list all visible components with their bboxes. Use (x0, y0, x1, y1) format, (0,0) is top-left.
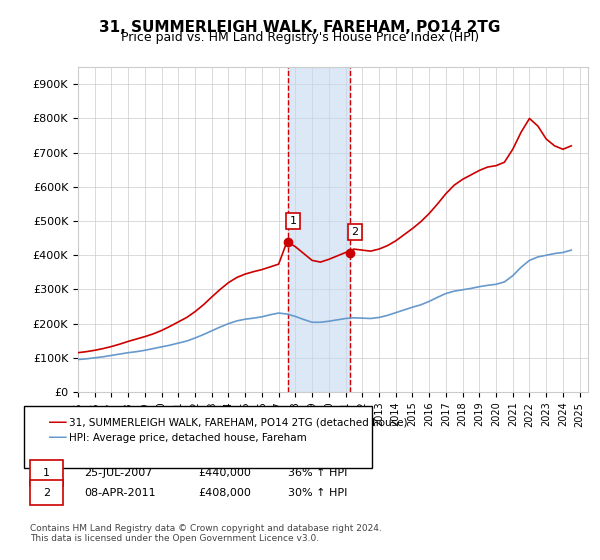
Text: HPI: Average price, detached house, Fareham: HPI: Average price, detached house, Fare… (69, 433, 307, 443)
Text: 2: 2 (352, 227, 359, 237)
Text: 2: 2 (43, 488, 50, 498)
Text: 36% ↑ HPI: 36% ↑ HPI (288, 468, 347, 478)
Text: £408,000: £408,000 (198, 488, 251, 498)
Text: Contains HM Land Registry data © Crown copyright and database right 2024.
This d: Contains HM Land Registry data © Crown c… (30, 524, 382, 543)
Text: —: — (48, 413, 68, 432)
Text: £440,000: £440,000 (198, 468, 251, 478)
Text: 31, SUMMERLEIGH WALK, FAREHAM, PO14 2TG: 31, SUMMERLEIGH WALK, FAREHAM, PO14 2TG (100, 20, 500, 35)
Text: 25-JUL-2007: 25-JUL-2007 (84, 468, 152, 478)
Bar (288, 67, 350, 392)
Text: 31, SUMMERLEIGH WALK, FAREHAM, PO14 2TG (detached house): 31, SUMMERLEIGH WALK, FAREHAM, PO14 2TG … (69, 418, 407, 428)
Text: 1: 1 (43, 468, 50, 478)
Text: —: — (48, 428, 68, 447)
Text: 08-APR-2011: 08-APR-2011 (84, 488, 155, 498)
Text: 30% ↑ HPI: 30% ↑ HPI (288, 488, 347, 498)
Text: Price paid vs. HM Land Registry's House Price Index (HPI): Price paid vs. HM Land Registry's House … (121, 31, 479, 44)
Text: 1: 1 (290, 216, 296, 226)
